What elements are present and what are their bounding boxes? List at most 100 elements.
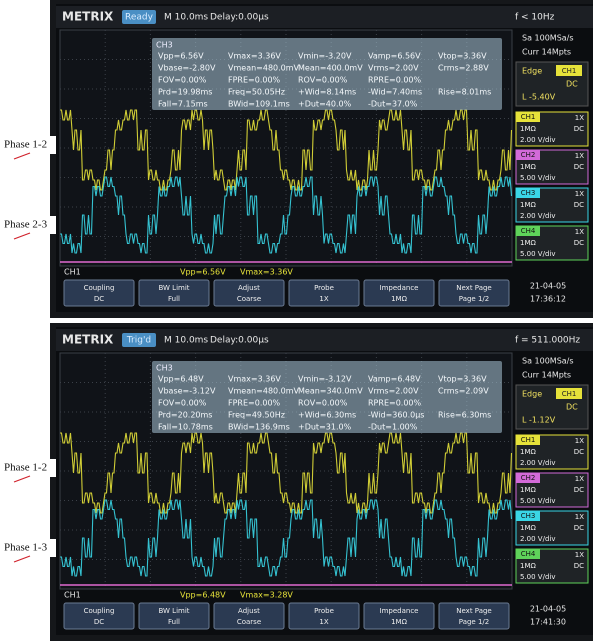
readout-vmax: Vmax=3.36V bbox=[240, 268, 293, 277]
frequency: f < 10Hz bbox=[515, 13, 555, 23]
delay: Delay:0.00µs bbox=[210, 13, 269, 23]
channel-scale: 5.00 V/div bbox=[520, 174, 556, 182]
channel-impedance: 1MΩ bbox=[520, 239, 536, 247]
measurement-channel: CH3 bbox=[156, 364, 173, 373]
measurement: +Wid=6.30ms bbox=[298, 411, 356, 420]
measurement: Vmean=480.0mV bbox=[228, 387, 300, 396]
softkey-value: 1X bbox=[319, 618, 328, 626]
readout-channel: CH1 bbox=[64, 268, 81, 277]
date: 21-04-05 bbox=[530, 282, 566, 291]
status: Ready bbox=[125, 13, 154, 23]
time: 17:41:30 bbox=[530, 618, 566, 627]
measurement: +Dut=40.0% bbox=[298, 100, 352, 109]
measurement: RPRE=0.00% bbox=[368, 399, 422, 408]
measurement: Rise=8.01ms bbox=[438, 88, 491, 97]
measurement: -Dut=37.0% bbox=[368, 100, 418, 109]
acquisition: Sa 100MSa/s bbox=[522, 34, 574, 43]
measurement: Vtop=3.36V bbox=[438, 52, 487, 61]
softkey-value: Full bbox=[168, 295, 180, 303]
channel-name: CH1 bbox=[521, 436, 536, 444]
acquisition: Sa 100MSa/s bbox=[522, 357, 574, 366]
channel-name: CH4 bbox=[521, 227, 536, 235]
frequency: f = 511.000Hz bbox=[515, 336, 580, 346]
measurement: +Wid=8.14ms bbox=[298, 88, 356, 97]
measurement: Vmax=3.36V bbox=[228, 375, 281, 384]
phase-label: Phase 1-2 bbox=[4, 139, 47, 151]
measurement: Prd=20.20ms bbox=[158, 411, 212, 420]
timebase: M 10.0ms bbox=[164, 13, 208, 23]
measurement: Vmean=480.0mV bbox=[228, 64, 300, 73]
channel-probe: 1X bbox=[575, 190, 584, 198]
readout-vmax: Vmax=3.28V bbox=[240, 591, 293, 600]
acquisition: Curr 14Mpts bbox=[522, 371, 571, 380]
measurement: Rise=6.30ms bbox=[438, 411, 491, 420]
softkey-title: BW Limit bbox=[158, 284, 189, 292]
channel-probe: 1X bbox=[575, 513, 584, 521]
page: METRIXReadyM 10.0msDelay:0.00µsf < 10HzC… bbox=[0, 0, 593, 641]
channel-impedance: 1MΩ bbox=[520, 125, 536, 133]
status: Trig'd bbox=[126, 336, 151, 346]
trigger-label: Edge bbox=[522, 390, 542, 399]
measurement: Vamp=6.48V bbox=[368, 375, 421, 384]
channel-coupling: DC bbox=[574, 239, 584, 247]
channel-probe: 1X bbox=[575, 475, 584, 483]
measurement: Prd=19.98ms bbox=[158, 88, 212, 97]
measurement: Crms=2.88V bbox=[438, 64, 489, 73]
timebase: M 10.0ms bbox=[164, 336, 208, 346]
measurement: +Dut=31.0% bbox=[298, 423, 352, 432]
measurement: -Dut=1.00% bbox=[368, 423, 418, 432]
channel-scale: 2.00 V/div bbox=[520, 535, 556, 543]
brand: METRIX bbox=[62, 333, 114, 347]
channel-name: CH3 bbox=[521, 189, 536, 197]
softkey-title: BW Limit bbox=[158, 607, 189, 615]
softkey-value: 1MΩ bbox=[391, 618, 407, 626]
trigger-source: CH1 bbox=[562, 390, 577, 398]
channel-coupling: DC bbox=[574, 125, 584, 133]
measurement: Vrms=2.00V bbox=[368, 387, 419, 396]
channel-scale: 5.00 V/div bbox=[520, 250, 556, 258]
measurement: BWid=109.1ms bbox=[228, 100, 290, 109]
trigger-coupling: DC bbox=[566, 80, 578, 89]
measurement: BWid=136.9ms bbox=[228, 423, 290, 432]
channel-coupling: DC bbox=[574, 562, 584, 570]
measurement: -Wid=360.0µs bbox=[368, 411, 424, 420]
figure: METRIXReadyM 10.0msDelay:0.00µsf < 10HzC… bbox=[0, 0, 593, 641]
softkey-title: Adjust bbox=[238, 284, 260, 292]
measurement: Fall=7.15ms bbox=[158, 100, 208, 109]
trigger-source: CH1 bbox=[562, 67, 577, 75]
measurement: Fall=10.78ms bbox=[158, 423, 213, 432]
measurement: Vamp=6.56V bbox=[368, 52, 421, 61]
channel-probe: 1X bbox=[575, 152, 584, 160]
channel-coupling: DC bbox=[574, 524, 584, 532]
channel-impedance: 1MΩ bbox=[520, 562, 536, 570]
phase-label: Phase 1-2 bbox=[4, 462, 47, 474]
channel-impedance: 1MΩ bbox=[520, 163, 536, 171]
brand: METRIX bbox=[62, 10, 114, 24]
measurement: Vmin=-3.12V bbox=[298, 375, 352, 384]
softkey-title: Next Page bbox=[456, 607, 491, 615]
softkey-value: Full bbox=[168, 618, 180, 626]
measurement: Crms=2.09V bbox=[438, 387, 489, 396]
measurement: Vrms=2.00V bbox=[368, 64, 419, 73]
channel-impedance: 1MΩ bbox=[520, 486, 536, 494]
softkey-title: Coupling bbox=[84, 607, 115, 615]
time: 17:36:12 bbox=[530, 295, 566, 304]
softkey-title: Coupling bbox=[84, 284, 115, 292]
channel-probe: 1X bbox=[575, 228, 584, 236]
readout-vpp: Vpp=6.48V bbox=[180, 591, 226, 600]
measurement-channel: CH3 bbox=[156, 41, 173, 50]
measurement: FPRE=0.00% bbox=[228, 399, 281, 408]
channel-name: CH2 bbox=[521, 151, 536, 159]
date: 21-04-05 bbox=[530, 605, 566, 614]
trigger-level: L -5.40V bbox=[522, 93, 556, 102]
readout-vpp: Vpp=6.56V bbox=[180, 268, 226, 277]
channel-name: CH4 bbox=[521, 550, 536, 558]
measurement: ROV=0.00% bbox=[298, 399, 348, 408]
measurement: Vpp=6.48V bbox=[158, 375, 204, 384]
softkey-value: Page 1/2 bbox=[459, 618, 489, 626]
channel-coupling: DC bbox=[574, 201, 584, 209]
channel-scale: 2.00 V/div bbox=[520, 459, 556, 467]
measurement: Vpp=6.56V bbox=[158, 52, 204, 61]
measurement: Vmin=-3.20V bbox=[298, 52, 352, 61]
channel-probe: 1X bbox=[575, 551, 584, 559]
